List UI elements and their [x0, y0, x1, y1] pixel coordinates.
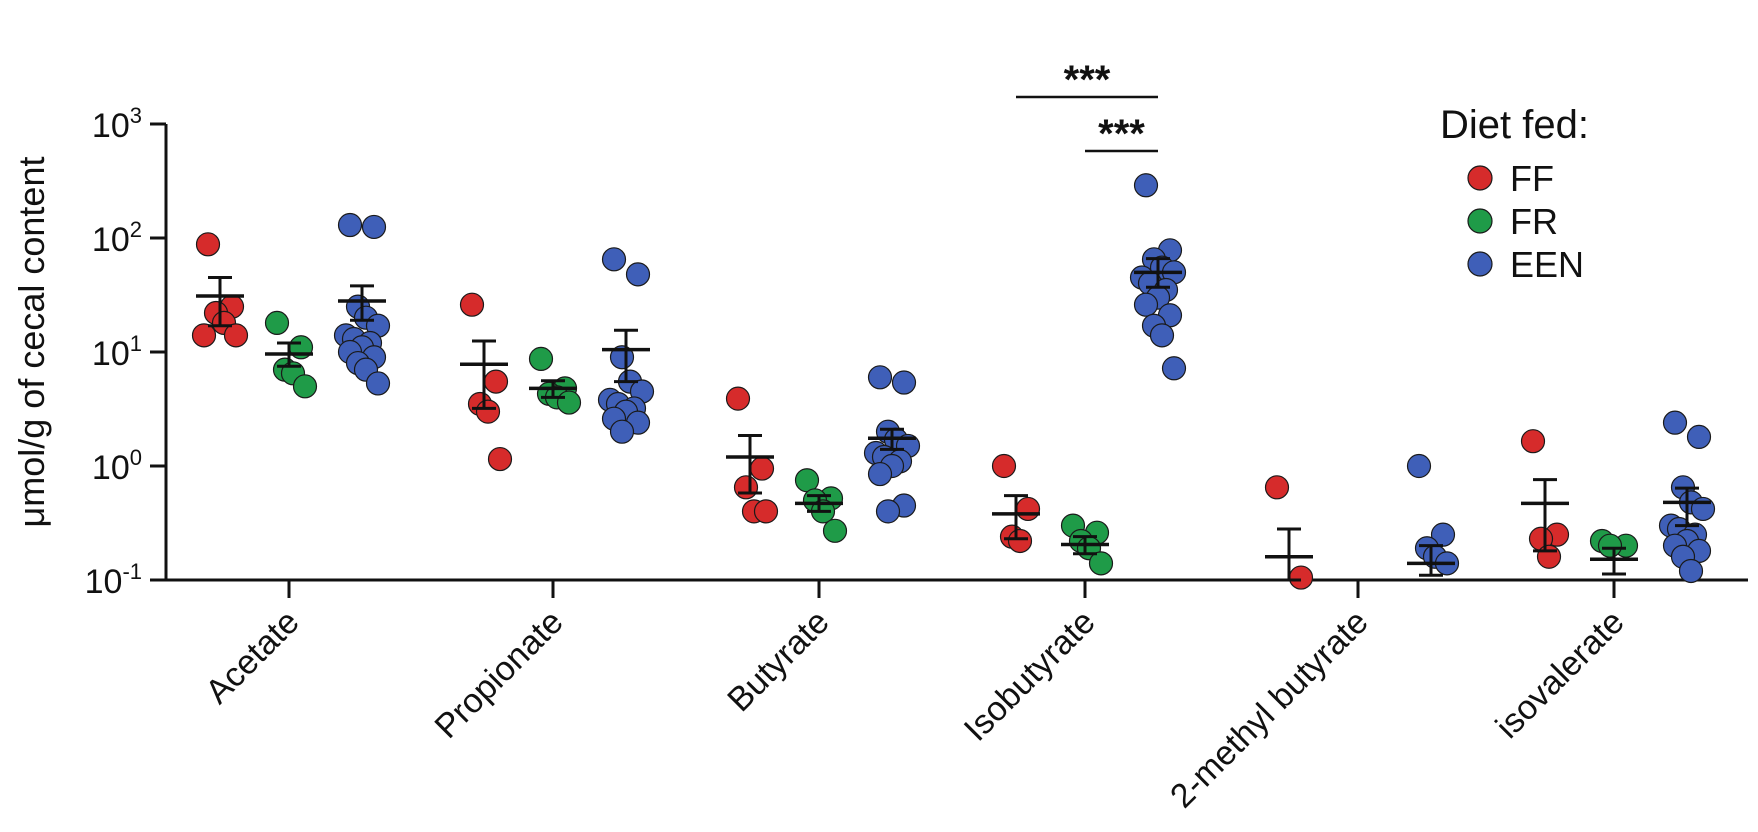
legend-title: Diet fed:: [1440, 103, 1589, 147]
data-point-een: [867, 461, 893, 487]
data-point-ff: [733, 475, 759, 500]
y-tick-label: 100: [92, 445, 142, 487]
data-point-fr: [822, 518, 848, 543]
data-point-fr: [1088, 551, 1114, 576]
data-point-ff: [475, 399, 501, 424]
x-tick-label: Acetate: [198, 603, 306, 711]
significance-label: ***: [1064, 58, 1111, 102]
x-tick-label: isovalerate: [1489, 603, 1632, 746]
data-point-ff: [1520, 429, 1546, 454]
y-tick-label: 101: [92, 331, 142, 373]
data-point-ff: [1288, 565, 1314, 590]
x-tick-label: Butyrate: [720, 603, 836, 719]
legend-marker-ff: [1467, 165, 1493, 191]
data-point-een: [1161, 356, 1187, 381]
legend-label-een: EEN: [1510, 244, 1584, 285]
data-point-ff: [459, 292, 485, 317]
data-point-ff: [753, 499, 779, 524]
data-point-een: [601, 247, 627, 272]
data-point-ff: [749, 456, 775, 481]
data-point-fr: [264, 310, 290, 335]
data-point-fr: [1597, 533, 1623, 558]
data-point-ff: [1015, 496, 1041, 522]
significance-label: ***: [1098, 112, 1145, 156]
legend-marker-fr: [1467, 208, 1493, 234]
x-tick-label: Isobutyrate: [957, 603, 1103, 749]
data-point-ff: [483, 369, 509, 394]
data-point-een: [337, 212, 363, 238]
data-point-ff: [725, 386, 751, 411]
chart-marks: *** ***: [191, 58, 1716, 590]
legend-label-ff: FF: [1510, 158, 1554, 199]
data-point-een: [1686, 424, 1712, 449]
data-point-ff: [487, 446, 513, 472]
data-point-ff: [1536, 544, 1562, 569]
y-axis-label: μmol/g of cecal content: [11, 157, 52, 528]
data-point-een: [361, 214, 387, 240]
data-point-ff: [1264, 475, 1290, 500]
y-tick-label: 103: [92, 103, 142, 145]
data-point-ff: [191, 323, 217, 348]
data-point-ff: [1007, 528, 1033, 554]
data-point-een: [609, 419, 635, 444]
data-point-een: [1662, 410, 1688, 435]
data-point-een: [1133, 173, 1159, 198]
data-point-een: [875, 499, 901, 524]
x-tick-label: 2-methyl butyrate: [1163, 603, 1376, 816]
data-point-ff: [223, 323, 249, 348]
data-point-een: [625, 262, 651, 287]
x-tick-label: Propionate: [427, 603, 570, 746]
data-point-een: [891, 370, 917, 395]
y-tick-label: 102: [92, 217, 142, 259]
data-point-ff: [195, 232, 221, 257]
data-point-fr: [528, 346, 554, 371]
data-point-ff: [991, 453, 1017, 479]
legend-label-fr: FR: [1510, 201, 1558, 242]
data-point-een: [1133, 292, 1159, 317]
data-point-een: [1406, 453, 1432, 479]
legend-marker-een: [1467, 251, 1493, 277]
data-point-een: [1149, 323, 1175, 348]
data-point-fr: [292, 374, 318, 399]
data-point-een: [365, 371, 391, 396]
data-point-een: [609, 345, 635, 370]
data-point-een: [867, 365, 893, 390]
data-point-een: [1678, 558, 1704, 584]
data-point-fr: [556, 390, 582, 415]
y-tick-label: 10-1: [85, 559, 142, 601]
